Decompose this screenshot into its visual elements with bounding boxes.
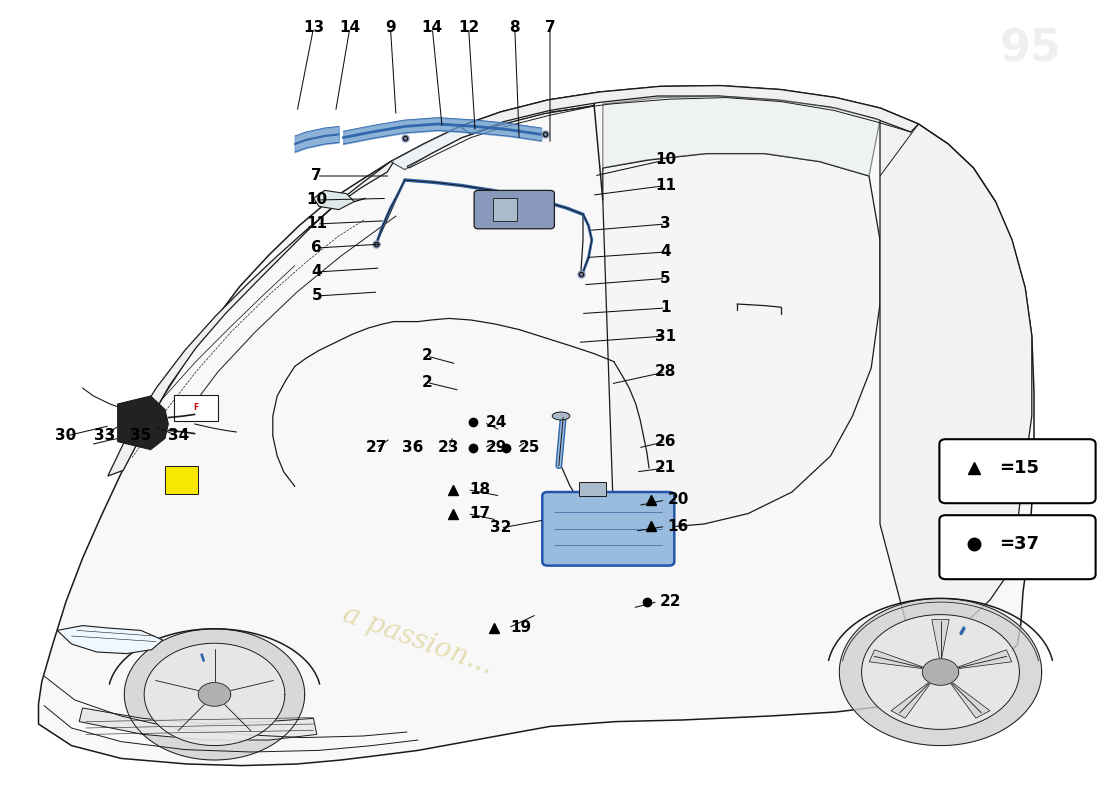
Text: 4: 4	[311, 265, 322, 279]
Ellipse shape	[552, 412, 570, 420]
Bar	[165, 466, 198, 494]
Text: 20: 20	[668, 493, 689, 507]
Text: =15: =15	[999, 459, 1038, 477]
Polygon shape	[390, 92, 600, 170]
Text: 5: 5	[660, 271, 671, 286]
Polygon shape	[118, 396, 168, 450]
Polygon shape	[39, 86, 1034, 766]
Text: 7: 7	[311, 169, 322, 183]
Text: 8: 8	[509, 21, 520, 35]
Polygon shape	[839, 598, 1042, 746]
Text: 1: 1	[660, 301, 671, 315]
Polygon shape	[144, 643, 285, 746]
Text: 35: 35	[130, 429, 152, 443]
Text: 6: 6	[311, 241, 322, 255]
Text: 28: 28	[654, 365, 676, 379]
Polygon shape	[108, 162, 394, 476]
Text: a passion...: a passion...	[339, 600, 497, 680]
Polygon shape	[932, 619, 949, 664]
Polygon shape	[947, 678, 990, 718]
Text: 16: 16	[668, 519, 689, 534]
Bar	[579, 482, 606, 496]
Polygon shape	[79, 708, 317, 740]
Polygon shape	[460, 86, 918, 134]
Polygon shape	[922, 658, 959, 686]
Text: 3: 3	[660, 217, 671, 231]
Text: 25: 25	[519, 441, 540, 455]
Text: 18: 18	[470, 482, 491, 497]
Polygon shape	[603, 154, 880, 528]
Polygon shape	[869, 650, 929, 670]
FancyBboxPatch shape	[474, 190, 554, 229]
Text: 4: 4	[660, 245, 671, 259]
Polygon shape	[198, 682, 231, 706]
Text: 22: 22	[660, 594, 682, 609]
Polygon shape	[124, 629, 305, 760]
Text: 32: 32	[490, 521, 512, 535]
Text: 31: 31	[654, 329, 676, 343]
Text: 23: 23	[438, 441, 460, 455]
Text: 10: 10	[654, 153, 676, 167]
FancyBboxPatch shape	[939, 439, 1096, 503]
Text: =37: =37	[999, 535, 1038, 553]
Text: 19: 19	[510, 621, 531, 635]
Text: 26: 26	[654, 434, 676, 449]
FancyBboxPatch shape	[939, 515, 1096, 579]
Text: 10: 10	[306, 193, 328, 207]
Polygon shape	[57, 626, 163, 654]
Text: 7: 7	[544, 21, 556, 35]
Polygon shape	[314, 190, 354, 210]
Text: 12: 12	[458, 21, 480, 35]
Text: 34: 34	[167, 429, 189, 443]
Bar	[493, 198, 517, 221]
Text: 14: 14	[339, 21, 361, 35]
Text: 5: 5	[311, 289, 322, 303]
Text: 30: 30	[55, 429, 77, 443]
Text: 36: 36	[402, 441, 424, 455]
Text: 24: 24	[486, 415, 507, 430]
Text: 2: 2	[421, 375, 432, 390]
Text: 9: 9	[385, 21, 396, 35]
FancyBboxPatch shape	[542, 492, 674, 566]
Text: 33: 33	[94, 429, 115, 443]
Text: 13: 13	[302, 21, 324, 35]
Text: 11: 11	[306, 217, 328, 231]
Text: 21: 21	[654, 461, 676, 475]
Text: 2: 2	[421, 349, 432, 363]
Text: F: F	[194, 403, 198, 413]
Text: 27: 27	[365, 441, 387, 455]
Text: 14: 14	[421, 21, 443, 35]
Text: 29: 29	[486, 441, 507, 455]
Text: 17: 17	[470, 506, 491, 521]
Polygon shape	[891, 678, 934, 718]
Bar	[174, 395, 218, 421]
Text: 11: 11	[654, 178, 676, 193]
Polygon shape	[880, 108, 1032, 650]
Polygon shape	[861, 614, 1020, 730]
Polygon shape	[603, 96, 880, 176]
Text: 95: 95	[1000, 28, 1062, 71]
Polygon shape	[952, 650, 1012, 670]
